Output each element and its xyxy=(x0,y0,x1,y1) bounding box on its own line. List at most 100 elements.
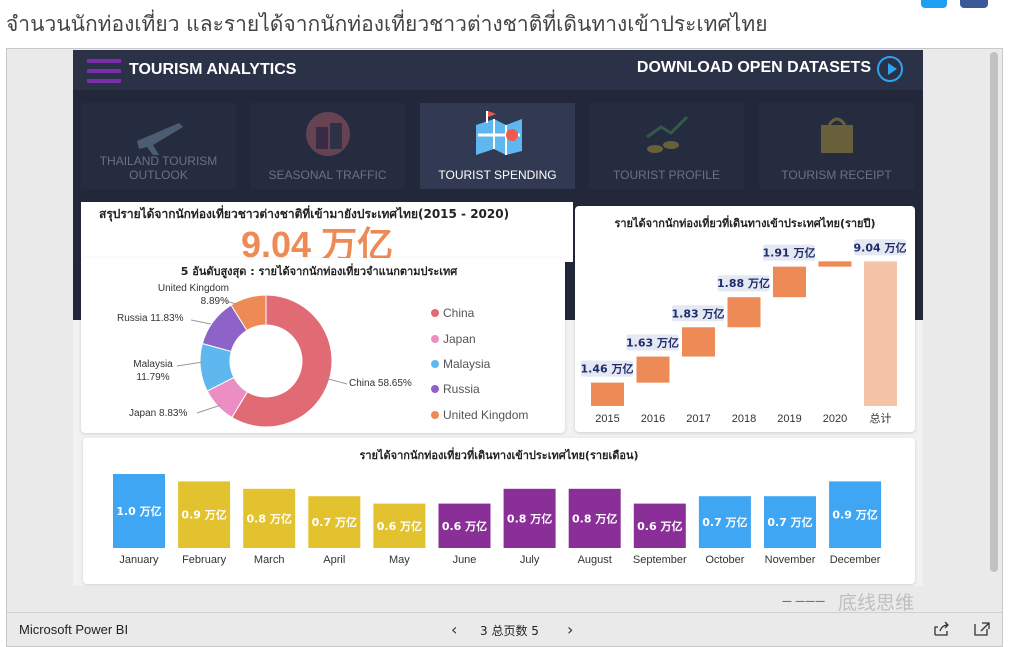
monthly-bar-card: รายได้จากนักท่องเที่ยวที่เดินทางเข้าประเ… xyxy=(83,438,915,584)
powerbi-bottombar: Microsoft Power BI ‹ 3 总页数 5 › xyxy=(7,612,1002,646)
pie-label-japan: Japan 8.83% xyxy=(129,408,188,419)
monthly-data-label: 0.7 万亿 xyxy=(767,515,812,529)
monthly-bar xyxy=(113,474,165,548)
monthly-bar-chart: 1.0 万亿 January 0.9 万亿 February 0.8 万亿 March 0.… xyxy=(113,474,882,566)
waterfall-title: รายได้จากนักท่องเที่ยวที่เดินทางเข้าประเ… xyxy=(614,217,876,230)
waterfall-data-label: 1.63 万亿 xyxy=(626,336,679,350)
shopping-bag-icon xyxy=(821,117,853,153)
legend-item-malaysia: Malaysia xyxy=(431,357,491,371)
waterfall-bar xyxy=(591,382,624,406)
tab-tourist-spending[interactable]: TOURIST SPENDING xyxy=(420,103,575,189)
fullscreen-icon[interactable] xyxy=(973,621,991,637)
monthly-data-label: 0.8 万亿 xyxy=(572,511,617,525)
monthly-tick-label: January xyxy=(119,554,159,566)
monthly-data-label: 0.7 万亿 xyxy=(312,515,357,529)
monthly-tick-label: May xyxy=(389,554,410,566)
powerbi-report: TOURISM ANALYTICS DOWNLOAD OPEN DATASETS… xyxy=(73,50,923,586)
waterfall-data-label: 9.04 万亿 xyxy=(854,240,907,254)
waterfall-label-bg xyxy=(854,239,906,256)
monthly-data-label: 0.7 万亿 xyxy=(702,515,747,529)
vertical-scrollbar[interactable] xyxy=(990,52,998,572)
country-donut-card: 5 อันดับสูงสุด : รายได้จากนักท่องเที่ยวจ… xyxy=(81,258,565,433)
monthly-data-label: 0.8 万亿 xyxy=(507,511,552,525)
prev-page-icon[interactable]: ‹ xyxy=(451,620,458,639)
report-topbar: TOURISM ANALYTICS DOWNLOAD OPEN DATASETS xyxy=(73,50,923,90)
legend-item-japan: Japan xyxy=(431,332,476,346)
twitter-share-icon[interactable] xyxy=(921,0,947,8)
waterfall-label-bg xyxy=(763,244,815,261)
play-circle-icon[interactable] xyxy=(877,56,903,82)
monthly-bar xyxy=(503,488,556,548)
article-title: จำนวนนักท่องเที่ยว และรายได้จากนักท่องเท… xyxy=(6,12,768,36)
monthly-bar xyxy=(373,503,426,548)
waterfall-tick-label: 2019 xyxy=(777,413,801,425)
monthly-bar xyxy=(633,503,686,548)
yearly-waterfall-card: รายได้จากนักท่องเที่ยวที่เดินทางเข้าประเ… xyxy=(575,206,915,432)
legend-label: United Kingdom xyxy=(443,408,529,422)
pie-label-malaysia: Malaysia 11.79% xyxy=(133,359,173,383)
pie-label-china: China 58.65% xyxy=(349,378,412,389)
coins-growth-icon xyxy=(646,115,689,153)
legend-dot xyxy=(431,335,439,343)
waterfall-bar xyxy=(773,266,806,298)
monthly-tick-label: June xyxy=(453,554,477,566)
monthly-tick-label: September xyxy=(633,554,687,566)
waterfall-label-bg xyxy=(581,360,633,377)
waterfall-bar xyxy=(727,297,761,328)
monthly-tick-label: April xyxy=(323,554,345,566)
pie-leader-lines xyxy=(176,299,348,414)
powerbi-brand-link[interactable]: Microsoft Power BI xyxy=(19,622,129,637)
tab-label: TOURISM RECEIPT xyxy=(781,168,892,182)
share-icon[interactable] xyxy=(933,621,951,637)
waterfall-data-label: 1.91 万亿 xyxy=(763,246,816,260)
tab-thailand-tourism-outlook[interactable]: THAILAND TOURISM OUTLOOK xyxy=(81,103,236,189)
legend-item-uk: United Kingdom xyxy=(431,408,529,422)
monthly-bar xyxy=(308,496,361,548)
monthly-tick-label: July xyxy=(520,554,540,566)
monthly-title: รายได้จากนักท่องเที่ยวที่เดินทางเข้าประเ… xyxy=(359,449,639,462)
waterfall-label-bg xyxy=(672,305,724,322)
monthly-bar xyxy=(243,488,296,548)
airplane-icon xyxy=(137,123,183,155)
tab-tourism-receipt[interactable]: TOURISM RECEIPT xyxy=(759,103,914,189)
legend-dot xyxy=(431,360,439,368)
legend-label: Japan xyxy=(443,332,476,346)
next-page-icon[interactable]: › xyxy=(567,620,574,639)
waterfall-tick-label: 总计 xyxy=(870,411,892,425)
tab-label: SEASONAL TRAFFIC xyxy=(268,168,387,182)
monthly-data-label: 1.0 万亿 xyxy=(116,504,161,518)
facebook-share-icon[interactable] xyxy=(960,0,988,8)
monthly-data-label: 0.6 万亿 xyxy=(637,519,682,533)
summary-panel xyxy=(81,202,573,262)
menu-logo-icon xyxy=(87,59,121,83)
map-icon xyxy=(476,111,522,155)
monthly-data-label: 0.6 万亿 xyxy=(377,519,422,533)
waterfall-bar xyxy=(818,261,852,267)
report-brand: TOURISM ANALYTICS xyxy=(129,61,297,78)
legend-label: Malaysia xyxy=(443,357,491,371)
legend-item-china: China xyxy=(431,306,474,320)
legend-dot xyxy=(431,309,439,317)
monthly-tick-label: August xyxy=(578,554,612,566)
luggage-icon xyxy=(306,112,350,156)
watermark: 底线思维 xyxy=(838,592,915,614)
tab-seasonal-traffic[interactable]: SEASONAL TRAFFIC xyxy=(250,103,405,189)
monthly-bar xyxy=(568,488,621,548)
legend-dot xyxy=(431,411,439,419)
waterfall-bar xyxy=(682,327,715,357)
monthly-bar xyxy=(829,481,882,548)
monthly-tick-label: March xyxy=(254,554,285,566)
tab-tourist-profile[interactable]: TOURIST PROFILE xyxy=(589,103,744,189)
donut-slice-china xyxy=(231,294,333,428)
legend-label: Russia xyxy=(443,382,480,396)
waterfall-data-label: 1.88 万亿 xyxy=(717,276,770,290)
monthly-tick-label: December xyxy=(830,554,881,566)
tab-label: TOURIST SPENDING xyxy=(438,168,557,182)
legend-dot xyxy=(431,385,439,393)
waterfall-tick-label: 2020 xyxy=(823,413,847,425)
download-datasets-link[interactable]: DOWNLOAD OPEN DATASETS xyxy=(636,59,871,76)
page-indicator: 3 总页数 5 xyxy=(480,624,539,638)
waterfall-bar xyxy=(864,261,897,406)
zoom-slider[interactable]: — ——— xyxy=(782,596,826,607)
waterfall-tick-label: 2016 xyxy=(641,413,665,425)
